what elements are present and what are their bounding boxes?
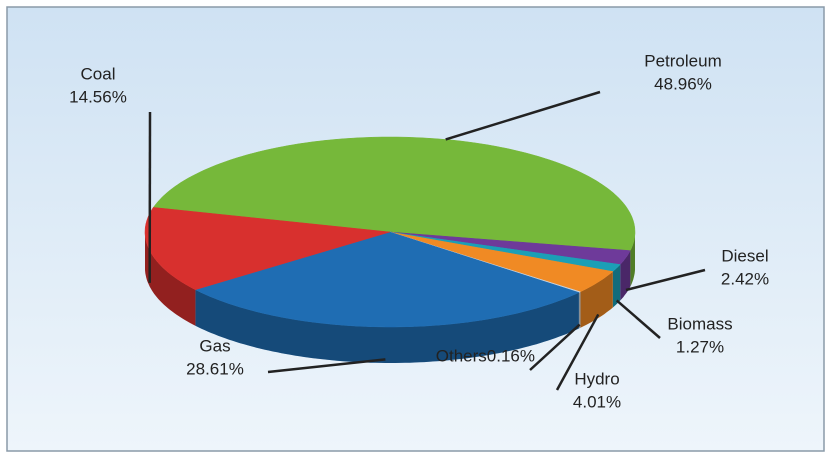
category-label: Petroleum (644, 51, 721, 70)
slice-side (580, 271, 613, 328)
slice-side-shade (630, 232, 635, 287)
category-label: Coal (81, 64, 116, 83)
leader-line (625, 268, 706, 292)
slice (389, 231, 631, 301)
slice-side-shade (145, 232, 196, 326)
slice-side (145, 232, 196, 326)
slice-top (389, 231, 614, 293)
category-label: Biomass (667, 314, 732, 333)
slice-side (612, 264, 621, 308)
leader-line (445, 90, 601, 141)
slice-side-shade (620, 250, 631, 301)
slice-side-shade (195, 289, 579, 363)
slice (389, 231, 621, 308)
slice-side (578, 291, 581, 329)
leader-line (529, 323, 581, 371)
value-label: 48.96% (654, 74, 712, 93)
slice-top (389, 231, 631, 265)
leader-line (555, 313, 600, 391)
leader-line (267, 358, 386, 374)
value-label: 4.01% (573, 392, 621, 411)
category-label: Gas (199, 336, 230, 355)
slice (194, 231, 580, 363)
value-label: 28.61% (186, 359, 244, 378)
slice-side-shade (578, 291, 581, 329)
slice-top (194, 231, 580, 328)
category-label: Others (436, 346, 487, 365)
slice-side-shade (612, 264, 621, 308)
slice (389, 231, 614, 328)
slice-side-shade (580, 271, 613, 328)
labels: Petroleum 48.96% Diesel 2.42% Biomass 1.27% Hy… (69, 51, 769, 411)
slice-side (195, 289, 579, 363)
value-label: 1.27% (676, 337, 724, 356)
leader-line (615, 299, 661, 339)
category-label: Hydro (574, 369, 619, 388)
category-label: Diesel (721, 246, 768, 265)
slice-side (620, 250, 631, 301)
pie (144, 136, 636, 363)
value-label: 2.42% (721, 269, 769, 288)
slice-side (630, 232, 635, 287)
value-label: 0.16% (487, 346, 535, 365)
value-label: 14.56% (69, 87, 127, 106)
